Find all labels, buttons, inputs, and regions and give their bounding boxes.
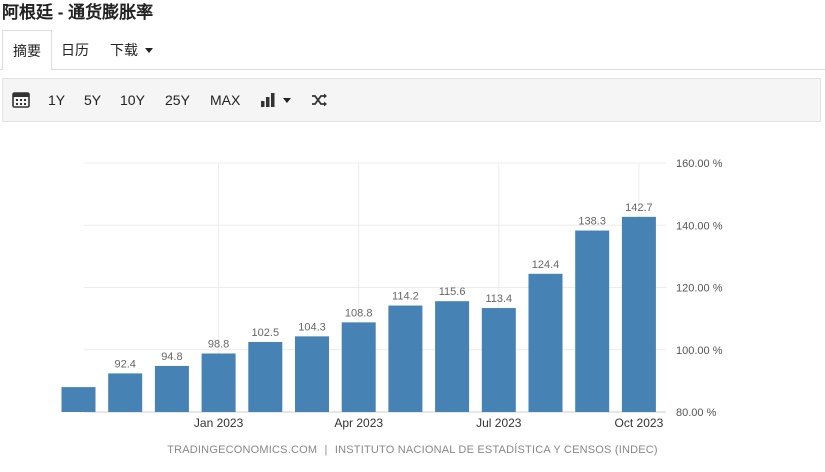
bar: [248, 341, 283, 412]
tab-calendar[interactable]: 日历: [61, 42, 89, 58]
range-5y-button[interactable]: 5Y: [84, 92, 102, 108]
chevron-down-icon: [145, 47, 153, 53]
x-tick-label: Apr 2023: [334, 416, 383, 430]
y-tick-label: 80.00 %: [676, 407, 717, 419]
bar: [621, 216, 656, 412]
chart-source: TRADINGECONOMICS.COM | INSTITUTO NACIONA…: [0, 444, 825, 456]
bar: [575, 230, 610, 412]
tab-summary[interactable]: 摘要: [2, 30, 52, 71]
y-tick-label: 160.00 %: [676, 158, 723, 170]
y-tick-label: 120.00 %: [676, 283, 723, 295]
data-label: 102.5: [252, 327, 280, 339]
chart-type-button[interactable]: [260, 79, 291, 121]
tab-download-label: 下载: [110, 42, 138, 58]
data-label: 142.7: [625, 202, 653, 214]
data-label: 124.4: [532, 259, 560, 271]
bar: [528, 273, 563, 412]
y-tick-label: 100.00 %: [676, 345, 723, 357]
range-1y-button[interactable]: 1Y: [48, 92, 66, 108]
range-max-button[interactable]: MAX: [210, 92, 241, 108]
bar: [201, 353, 236, 412]
bar-chart-icon: [261, 93, 275, 108]
data-label: 138.3: [578, 216, 606, 228]
chart-svg: 80.00 % 100.00 % 120.00 % 140.00 % 160.00 % J…: [61, 158, 723, 430]
bar: [108, 373, 143, 412]
source-site[interactable]: TRADINGECONOMICS.COM: [167, 444, 318, 456]
bar: [295, 336, 329, 412]
range-10y-button[interactable]: 10Y: [120, 92, 145, 108]
chart-toolbar: 1Y 5Y 10Y 25Y MAX: [2, 78, 821, 122]
page-title: 阿根廷 - 通货膨胀率: [2, 3, 154, 22]
data-label: 115.6: [439, 286, 466, 298]
inflation-chart: 80.00 % 100.00 % 120.00 % 140.00 % 160.00 % J…: [0, 123, 825, 472]
y-tick-label: 140.00 %: [676, 220, 723, 232]
data-label: 104.3: [298, 321, 326, 333]
x-tick-label: Jan 2023: [194, 416, 244, 430]
data-label: 92.4: [114, 358, 135, 370]
x-tick-label: Jul 2023: [476, 416, 522, 430]
data-label: 108.8: [345, 307, 373, 319]
data-label: 114.2: [392, 291, 419, 303]
data-label: 98.8: [208, 338, 229, 350]
bar: [388, 305, 423, 412]
chevron-down-icon: [283, 97, 291, 103]
compare-button[interactable]: [311, 79, 328, 121]
calendar-button[interactable]: [12, 79, 30, 121]
source-separator: |: [324, 444, 328, 456]
bar: [61, 387, 96, 412]
source-agency[interactable]: INSTITUTO NACIONAL DE ESTADÍSTICA Y CENS…: [334, 444, 658, 456]
bar: [481, 308, 516, 412]
shuffle-icon: [312, 93, 327, 107]
calendar-icon: [12, 92, 30, 109]
x-tick-label: Oct 2023: [615, 416, 664, 430]
tab-download[interactable]: 下载: [110, 30, 153, 70]
range-25y-button[interactable]: 25Y: [165, 92, 190, 108]
tab-bar: 摘要 日历 下载: [0, 30, 825, 71]
data-label: 113.4: [485, 293, 512, 305]
bar: [154, 365, 189, 412]
data-label: 94.8: [161, 351, 182, 363]
bar: [341, 322, 376, 412]
bar: [435, 301, 470, 412]
